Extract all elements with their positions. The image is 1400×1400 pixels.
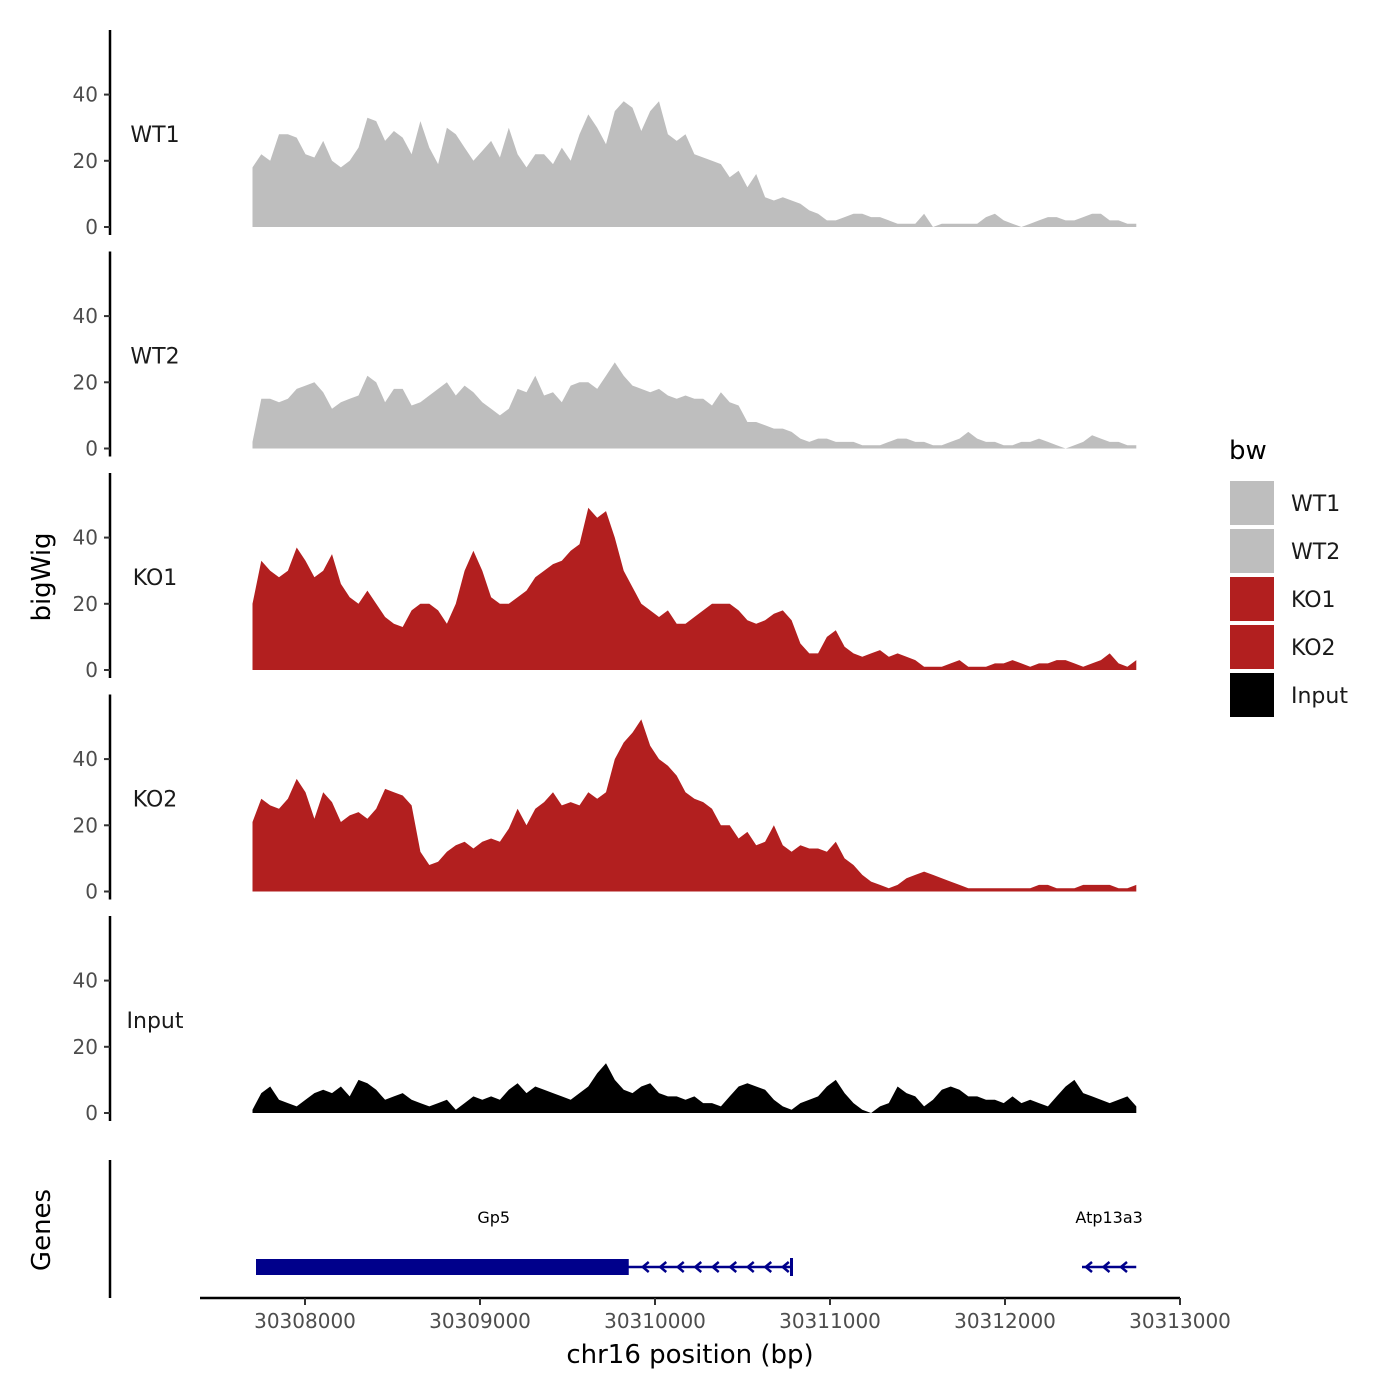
area-wt2	[252, 362, 1137, 449]
y-tick-label: 20	[73, 149, 98, 173]
legend-label: KO1	[1291, 588, 1336, 613]
track-label: WT2	[130, 345, 179, 370]
track-input: 0 20 40 Input	[73, 916, 1137, 1125]
legend: bw WT1 WT2 KO1 KO2 Input	[1229, 436, 1348, 717]
strand-arrow	[728, 1261, 738, 1273]
y-tick-label: 20	[73, 1035, 98, 1059]
y-axis-title: bigWig	[27, 532, 57, 621]
genes-axis-title: Genes	[27, 1189, 57, 1271]
area-input	[252, 1063, 1137, 1113]
strand-arrow	[640, 1261, 650, 1273]
legend-key	[1230, 577, 1274, 621]
x-tick-label: 30312000	[954, 1309, 1056, 1333]
gene-track: Gp5 Atp13a3	[108, 1160, 1143, 1298]
legend-entry: KO2	[1230, 625, 1336, 669]
gene-gp5: Gp5	[256, 1208, 793, 1276]
y-tick-label: 0	[85, 215, 98, 239]
y-tick-label: 0	[85, 1101, 98, 1125]
legend-label: WT1	[1291, 492, 1340, 517]
y-tick-label: 40	[73, 969, 98, 993]
strand-arrow	[745, 1261, 755, 1273]
legend-entry: Input	[1230, 673, 1348, 717]
strand-arrow	[780, 1261, 790, 1273]
legend-key	[1230, 673, 1274, 717]
area-wt1	[252, 101, 1137, 227]
track-wt1: 0 20 40 WT1	[73, 30, 1137, 239]
y-tick-label: 0	[85, 437, 98, 461]
x-tick-label: 30310000	[604, 1309, 706, 1333]
strand-arrow	[675, 1261, 685, 1273]
y-tick-label: 0	[85, 880, 98, 904]
strand-arrow	[763, 1261, 773, 1273]
gene-label: Atp13a3	[1075, 1208, 1142, 1227]
y-tick-label: 0	[85, 658, 98, 682]
legend-entry: KO1	[1230, 577, 1336, 621]
y-tick-label: 40	[73, 304, 98, 328]
x-tick-label: 30309000	[429, 1309, 531, 1333]
y-tick-label: 20	[73, 813, 98, 837]
y-tick-label: 40	[73, 526, 98, 550]
legend-entry: WT2	[1230, 529, 1340, 573]
legend-key	[1230, 529, 1274, 573]
strand-arrow	[1119, 1261, 1128, 1273]
x-axis-title: chr16 position (bp)	[566, 1340, 813, 1370]
legend-label: Input	[1291, 684, 1348, 709]
legend-label: KO2	[1291, 636, 1336, 661]
strand-arrow	[693, 1261, 703, 1273]
track-label: KO2	[133, 788, 178, 813]
y-tick-label: 40	[73, 747, 98, 771]
x-axis: 30308000 30309000 30310000 30311000 30312000…	[200, 1296, 1231, 1333]
legend-entry: WT1	[1230, 481, 1340, 525]
strand-arrow	[658, 1261, 668, 1273]
y-tick-label: 20	[73, 370, 98, 394]
gene-atp13a3: Atp13a3	[1075, 1208, 1143, 1273]
x-tick-label: 30308000	[254, 1309, 356, 1333]
strand-arrow	[1084, 1261, 1093, 1273]
track-wt2: 0 20 40 WT2	[73, 251, 1137, 461]
track-ko2: 0 20 40 KO2	[73, 694, 1137, 904]
y-tick-label: 20	[73, 592, 98, 616]
x-tick-label: 30313000	[1129, 1309, 1231, 1333]
gene-label: Gp5	[477, 1208, 510, 1227]
legend-title: bw	[1229, 436, 1267, 466]
y-tick-label: 40	[73, 83, 98, 107]
track-label: WT1	[130, 123, 179, 148]
area-ko1	[252, 507, 1137, 670]
legend-key	[1230, 481, 1274, 525]
strand-arrow	[710, 1261, 720, 1273]
legend-label: WT2	[1291, 540, 1340, 565]
legend-key	[1230, 625, 1274, 669]
area-ko2	[252, 719, 1137, 892]
track-label: Input	[127, 1009, 184, 1034]
gene-exon	[256, 1259, 629, 1275]
x-tick-label: 30311000	[779, 1309, 881, 1333]
tracks: 0 20 40 WT1 0 20 40 WT2 0 20 40 KO1 0 20 40 KO2 0 20 40 Inp…	[73, 30, 1137, 1125]
strand-arrow	[1101, 1261, 1111, 1273]
track-label: KO1	[133, 566, 178, 591]
track-ko1: 0 20 40 KO1	[73, 473, 1137, 682]
